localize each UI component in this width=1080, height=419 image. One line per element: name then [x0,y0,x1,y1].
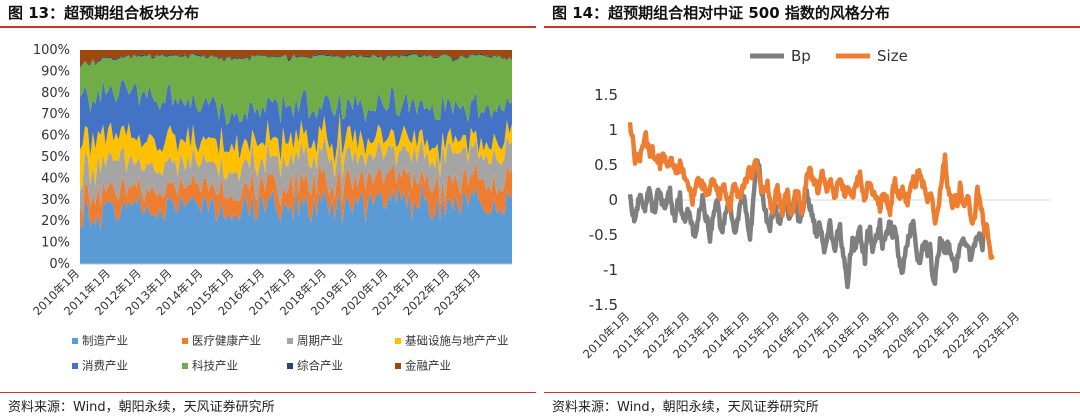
legend-label: 周期产业 [297,334,343,348]
title-rule [0,26,536,28]
y-tick-label: 1.5 [594,86,618,104]
area-series-4 [80,112,512,193]
legend-swatch [395,338,401,344]
y-tick-label: 0.5 [594,156,618,174]
y-axis: 0% 10% 20% 30% 40% 50% 60% 70% 80% 90% 100% [33,43,70,272]
y-tick-label: 100% [33,43,70,58]
y-tick-label: -0.5 [589,226,618,244]
legend: Bp Size [750,47,908,65]
legend-label: 制造产业 [82,334,128,348]
y-tick-label: 50% [41,150,70,165]
legend-label: 综合产业 [297,359,343,373]
y-tick-label: 1 [608,121,618,139]
y-axis: -1.5 -1 -0.5 0 0.5 1 1.5 [589,86,618,314]
y-tick-label: 60% [41,129,70,144]
source-rule [0,392,536,393]
y-tick-label: 10% [41,236,70,251]
area-series-3 [80,135,512,215]
x-axis: 2010年1月2011年1月2012年1月2013年1月2014年1月2015年… [580,309,1022,361]
legend-label: 科技产业 [192,359,238,373]
legend-swatch [395,363,401,369]
legend-label: 医疗健康产业 [192,334,261,348]
line-series-group [627,122,995,290]
source-note: 资料来源：Wind，朝阳永续，天风证券研究所 [8,400,275,415]
y-tick-label: 0 [608,191,618,209]
legend-label: 金融产业 [405,359,451,373]
figure-title: 图 13：超预期组合板块分布 [8,4,200,22]
x-axis: 2010年1月2011年1月2012年1月2013年1月2014年1月2015年… [30,266,483,318]
area-series-2 [80,161,512,231]
legend-label: 消费产业 [82,359,128,373]
y-tick-label: 20% [41,214,70,229]
area-series-5 [80,80,512,166]
stacked-area-chart: 0% 10% 20% 30% 40% 50% 60% 70% 80% 90% 100% 2010年1月… [30,43,512,373]
figure-14-panel: 图 14：超预期组合相对中证 500 指数的风格分布 -1.5 -1 -0.5 0 0.… [544,0,1080,419]
y-tick-label: 30% [41,193,70,208]
legend-label: Size [877,47,908,65]
y-tick-label: 0% [49,257,70,272]
style-line-chart: -1.5 -1 -0.5 0 0.5 1 1.5 2010年1月2011年1月2012年1月2… [580,47,1050,361]
title-rule [544,26,1080,28]
legend-swatch [72,363,78,369]
legend-swatch [287,338,293,344]
area-series-6 [80,54,512,126]
line-series-size [627,122,995,261]
figure-title: 图 14：超预期组合相对中证 500 指数的风格分布 [552,4,890,22]
y-tick-label: 80% [41,86,70,101]
area-series-group [80,50,512,264]
legend-swatch [72,338,78,344]
figure-13-panel: 图 13：超预期组合板块分布 0% 10% 20% 30% 40% 50% 60% 70% 80… [0,0,536,419]
y-tick-label: 40% [41,171,70,186]
y-tick-label: 70% [41,107,70,122]
line-series-bp [627,158,990,290]
legend-label: Bp [791,47,811,65]
y-tick-label: -1 [603,261,618,279]
source-note: 资料来源：Wind，朝阳永续，天风证券研究所 [552,400,819,415]
legend-swatch [182,363,188,369]
area-series-1 [80,180,512,264]
area-series-8 [80,50,512,66]
y-tick-label: 90% [41,64,70,79]
legend-swatch [287,363,293,369]
source-rule [544,392,1080,393]
legend-swatch [182,338,188,344]
legend-label: 基础设施与地产产业 [405,334,509,348]
y-tick-label: -1.5 [589,296,618,314]
